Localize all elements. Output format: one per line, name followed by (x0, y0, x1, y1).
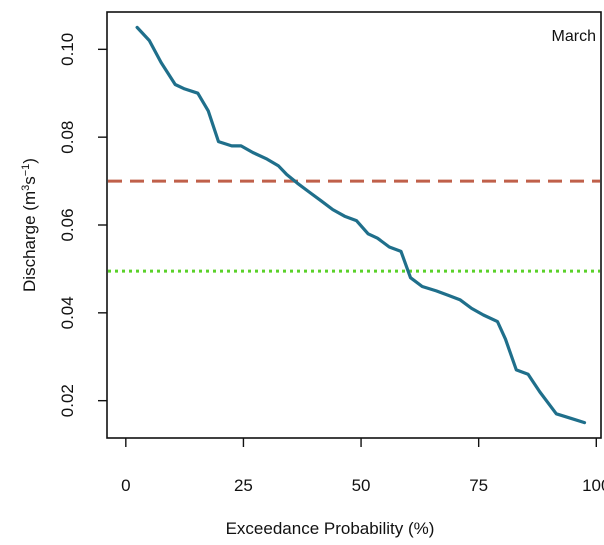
y-axis-title-mid: s (20, 176, 39, 185)
y-axis-title-sup-1: 3 (20, 185, 32, 191)
panel-annotation: March (552, 28, 596, 45)
y-axis-title-main: Discharge (m (20, 191, 39, 292)
y-tick-label: 0.04 (58, 296, 77, 329)
y-tick-label: 0.08 (58, 121, 77, 154)
x-tick-label: 75 (469, 476, 488, 495)
series-line-1 (135, 25, 587, 425)
reference-lines (108, 179, 600, 273)
y-tick-label: 0.10 (58, 33, 77, 66)
x-tick-label: 0 (121, 476, 130, 495)
y-tick-label: 0.06 (58, 208, 77, 241)
x-axis: 0 25 50 75 100 (121, 438, 604, 495)
y-axis-title-sup-2: −1 (20, 164, 32, 177)
x-tick-label: 100 (582, 476, 604, 495)
x-axis-title: Exceedance Probability (%) (226, 519, 435, 538)
y-axis-title-end: ) (20, 158, 39, 164)
y-axis: 0.02 0.04 0.06 0.08 0.10 (58, 33, 107, 417)
x-tick-label: 25 (234, 476, 253, 495)
y-axis-title: Discharge (m3s−1) (20, 158, 39, 292)
x-tick-label: 50 (352, 476, 371, 495)
series-layer (135, 25, 587, 425)
y-tick-label: 0.02 (58, 384, 77, 417)
